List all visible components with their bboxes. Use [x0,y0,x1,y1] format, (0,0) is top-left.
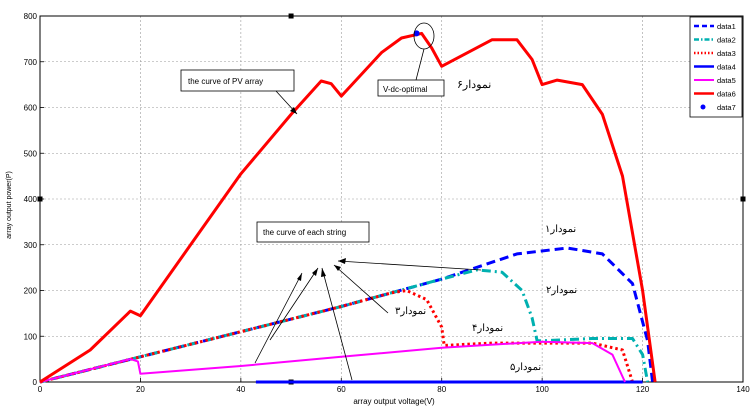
legend-label: data1 [717,22,736,31]
annotation-vdc-optimal-box [377,79,445,97]
string-arrowhead-3 [321,268,326,277]
axis-handle [37,196,43,202]
annotation-vdc-optimal: V-dc-optimal [377,22,445,97]
legend-swatch [700,104,706,110]
y-tick-label: 200 [24,287,38,296]
axis-ticks: 0 20 40 60 80 100 120 140 0 100 200 300 400 500 600 700… [24,12,751,394]
legend-label: data2 [717,36,736,45]
label-curve-4: نمودار۴ [472,323,503,334]
x-tick-label: 20 [136,385,145,394]
x-tick-label: 140 [736,385,750,394]
axis-handle [740,196,746,202]
annotation-vdc-optimal-arrow [415,48,425,81]
legend: data1 data2 data3 data4 data5 data6 data7 [689,16,743,118]
x-tick-label: 80 [437,385,446,394]
string-arrowhead-2 [312,268,318,276]
y-tick-label: 700 [24,58,38,67]
annotation-pv-array: the curve of PV array [180,69,298,115]
y-tick-label: 600 [24,104,38,113]
x-tick-label: 100 [535,385,549,394]
annotation-each-string: the curve of each string [254,221,482,381]
x-tick-label: 40 [236,385,245,394]
annotation-each-string-box [256,221,370,243]
x-tick-label: 60 [337,385,346,394]
y-tick-label: 800 [24,12,38,21]
legend-label: data7 [717,103,736,112]
y-tick-label: 400 [24,195,38,204]
legend-label: data4 [717,63,736,72]
series-data5-line [39,340,626,383]
legend-label: data6 [717,90,736,99]
y-tick-label: 100 [24,332,38,341]
label-curve-3: نمودار۳ [395,306,426,317]
string-arrow-3 [321,267,353,381]
legend-label: data5 [717,76,736,85]
axis-handle [288,13,294,19]
series-group [39,30,657,384]
annotation-pv-array-text: the curve of PV array [188,77,263,86]
string-arrow-2 [269,267,319,341]
string-arrowhead-4 [338,258,346,264]
annotation-pv-array-box [180,69,295,92]
y-tick-label: 500 [24,149,38,158]
series-data7-marker [413,30,420,37]
legend-label: data3 [717,49,736,58]
x-tick-label: 120 [636,385,650,394]
x-tick-label: 0 [38,385,43,394]
y-tick-label: 0 [33,378,38,387]
label-curve-1: نمودار۱ [545,224,576,235]
string-arrowhead-5 [334,265,341,271]
string-arrow-5 [333,264,389,314]
y-axis-label: array output power(P) [6,171,13,239]
label-curve-2: نمودار۲ [546,285,577,296]
series-data6-line [39,31,657,384]
y-tick-label: 300 [24,241,38,250]
annotation-each-string-text: the curve of each string [263,228,346,237]
string-arrow-1 [254,272,303,364]
string-arrow-4 [337,260,482,271]
string-arrowhead-1 [297,273,302,281]
annotation-vdc-optimal-text: V-dc-optimal [383,85,428,94]
label-curve-6: نمودار۶ [457,79,491,91]
annotation-pv-array-arrowhead [290,107,297,114]
series-data2-line [39,268,650,384]
label-curve-5: نمودار۵ [510,362,541,373]
x-axis-label: array output voltage(V) [353,397,435,406]
annotation-each-string-arrows [254,260,482,381]
